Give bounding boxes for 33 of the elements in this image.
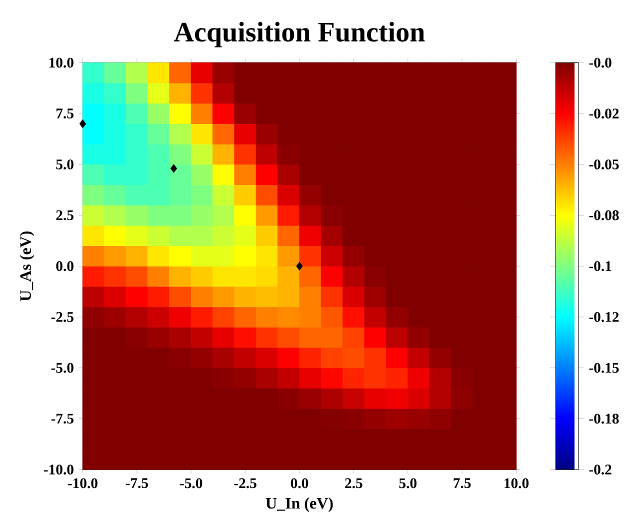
color-bar-label: -0.18 bbox=[589, 414, 619, 424]
x-tick-label: 7.5 bbox=[454, 478, 471, 488]
y-tick-label: 5.0 bbox=[56, 160, 74, 170]
color-bar-label: -0.08 bbox=[589, 210, 619, 220]
y-tick-label: 7.5 bbox=[56, 108, 74, 119]
color-bar-label: -0.12 bbox=[589, 312, 619, 322]
x-tick-label: -7.5 bbox=[126, 478, 148, 488]
y-tick-label: -5.0 bbox=[51, 363, 74, 374]
chart-title: Acquisition Function bbox=[174, 22, 425, 48]
point bbox=[79, 120, 86, 128]
y-tick-label: 0.0 bbox=[56, 261, 74, 272]
x-tick-label: 10.0 bbox=[504, 478, 529, 488]
x-tick-label: -10.0 bbox=[68, 478, 98, 488]
color-bar-label: -0.0 bbox=[589, 58, 612, 68]
y-axis-title: U_As (eV) bbox=[20, 232, 34, 302]
color-bar-label: -0.05 bbox=[589, 160, 619, 170]
y-tick-label: 10.0 bbox=[49, 58, 74, 68]
color-bar-label: -0.02 bbox=[589, 108, 619, 119]
point bbox=[296, 262, 303, 271]
x-tick-label: -5.0 bbox=[180, 478, 202, 488]
x-tick-label: 5.0 bbox=[399, 478, 416, 488]
x-axis-title: U_In (eV) bbox=[266, 498, 333, 512]
color-bar-label: -0.2 bbox=[589, 464, 612, 475]
x-tick-label: -2.5 bbox=[234, 478, 256, 488]
point bbox=[170, 164, 178, 173]
y-tick-label: 2.5 bbox=[56, 210, 74, 220]
x-tick-label: 2.5 bbox=[345, 478, 362, 488]
color-bar-label: -0.1 bbox=[589, 261, 612, 272]
y-tick-label: -2.5 bbox=[51, 312, 74, 322]
color-bar-label: -0.15 bbox=[589, 363, 619, 374]
y-tick-label: -7.5 bbox=[51, 414, 74, 424]
x-tick-label: 0.0 bbox=[290, 478, 308, 488]
y-tick-label: -10.0 bbox=[44, 464, 74, 475]
